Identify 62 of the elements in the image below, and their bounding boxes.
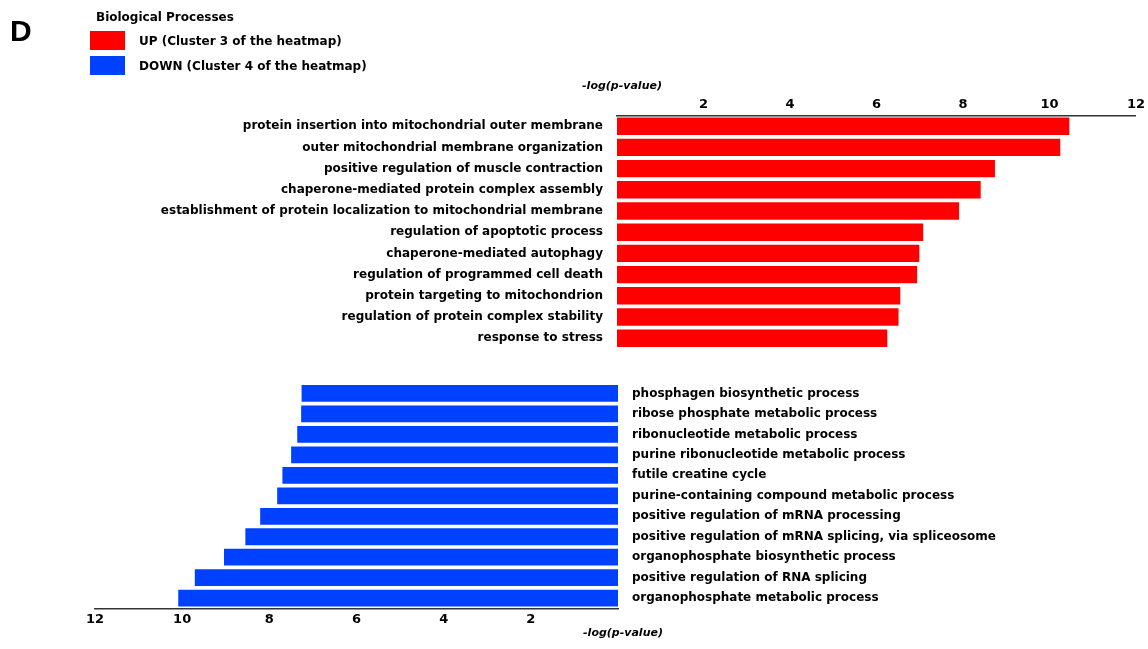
x-tick-label: 4 xyxy=(439,610,449,626)
text: D xyxy=(10,14,32,48)
x-axis-title: -log(p-value) xyxy=(583,626,663,640)
x2-tick-label: 12 xyxy=(1126,96,1145,112)
bar xyxy=(282,466,618,484)
y-tick-label: ribonucleotide metabolic process xyxy=(632,426,858,441)
legend-label: DOWN (Cluster 4 of the heatmap) xyxy=(139,58,367,73)
bar xyxy=(617,329,888,347)
x-tick-label: 8 xyxy=(264,610,274,626)
bar xyxy=(617,159,995,178)
y-tick-label: organophosphate metabolic process xyxy=(632,590,879,605)
y-tick-label: positive regulation of muscle contraction xyxy=(323,160,603,175)
bar xyxy=(617,202,960,220)
y-tick-label: positive regulation of RNA splicing xyxy=(632,569,868,584)
x-tick-label: 12 xyxy=(85,610,105,626)
y-tick-label: regulation of apoptotic process xyxy=(390,224,603,239)
x2-tick-label: 6 xyxy=(871,96,881,112)
y-tick-label: organophosphate biosynthetic process xyxy=(632,549,896,564)
y-tick-label: regulation of protein complex stability xyxy=(341,309,604,324)
y-tick-label: regulation of programmed cell death xyxy=(353,266,603,281)
bar xyxy=(224,548,618,566)
y-tick-label: purine-containing compound metabolic process xyxy=(632,487,955,502)
legend-label: UP (Cluster 3 of the heatmap) xyxy=(139,33,342,48)
bar xyxy=(297,425,618,443)
bar xyxy=(277,487,618,505)
x-tick-label: 2 xyxy=(526,610,536,626)
x-tick-label: 6 xyxy=(351,610,362,626)
bar xyxy=(245,528,618,546)
bar xyxy=(301,405,618,423)
bar xyxy=(194,569,618,587)
bar xyxy=(617,223,924,241)
bar xyxy=(617,287,901,305)
bar xyxy=(617,308,899,326)
x2-tick-label: 2 xyxy=(698,96,709,112)
bar xyxy=(617,138,1061,157)
x2-tick-label: 8 xyxy=(958,96,968,112)
bar xyxy=(301,385,618,402)
y-tick-label: protein insertion into mitochondrial outer membrane xyxy=(242,118,603,133)
y-tick-label: chaperone-mediated autophagy xyxy=(386,245,604,260)
legend-title: Biological Processes xyxy=(96,10,235,24)
y-tick-label: protein targeting to mitochondrion xyxy=(365,287,603,302)
y-tick-label: positive regulation of mRNA splicing, via spliceosome xyxy=(632,528,996,543)
y-tick-label: positive regulation of mRNA processing xyxy=(632,508,901,523)
bar xyxy=(617,265,918,284)
x2-axis-title: -log(p-value) xyxy=(582,79,662,93)
y-tick-label: ribose phosphate metabolic process xyxy=(632,406,878,421)
y-tick-label: response to stress xyxy=(477,330,603,345)
bar xyxy=(260,507,618,525)
bar xyxy=(617,244,920,263)
bar xyxy=(178,589,618,607)
x2-tick-label: 10 xyxy=(1040,96,1059,112)
y-tick-label: outer mitochondrial membrane organization xyxy=(302,139,603,154)
y-tick-label: purine ribonucleotide metabolic process xyxy=(632,446,906,461)
y-tick-label: futile creatine cycle xyxy=(632,467,767,482)
x-tick-label: 10 xyxy=(173,610,192,626)
y-tick-label: chaperone-mediated protein complex assembly xyxy=(280,181,604,196)
y-tick-label: phosphagen biosynthetic process xyxy=(632,385,860,400)
bar xyxy=(291,446,618,464)
bar xyxy=(617,117,1070,135)
bar xyxy=(617,181,981,199)
x2-tick-label: 4 xyxy=(785,96,795,112)
y-tick-label: establishment of protein localization to mitochondrial membrane xyxy=(160,203,603,218)
